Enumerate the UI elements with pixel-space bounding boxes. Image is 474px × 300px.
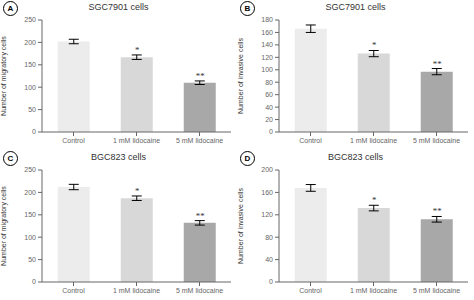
svg-text:Number of invasive cells: Number of invasive cells (237, 188, 244, 264)
svg-text:1 mM lidocaine: 1 mM lidocaine (113, 287, 160, 294)
svg-text:80: 80 (265, 79, 273, 86)
svg-text:80: 80 (265, 234, 273, 241)
svg-text:5 mM lidocaine: 5 mM lidocaine (413, 287, 460, 294)
svg-text:5 mM lidocaine: 5 mM lidocaine (176, 137, 223, 144)
svg-text:*: * (135, 186, 140, 196)
svg-text:Number of migratory cells: Number of migratory cells (8, 36, 9, 116)
html-text:D: D (244, 154, 251, 163)
svg-text:180: 180 (261, 16, 273, 23)
svg-text:120: 120 (261, 211, 273, 218)
svg-text:200: 200 (24, 39, 36, 46)
svg-text:1 mM lidocaine: 1 mM lidocaine (350, 137, 397, 144)
svg-text:160: 160 (261, 189, 273, 196)
svg-text:1 mM lidocaine: 1 mM lidocaine (113, 137, 160, 144)
svg-text:150: 150 (24, 61, 36, 68)
svg-text:**: ** (432, 206, 442, 216)
svg-text:120: 120 (261, 54, 273, 61)
svg-text:*: * (135, 45, 140, 55)
svg-text:*: * (372, 195, 377, 205)
svg-text:Number of invasive cells: Number of invasive cells (237, 38, 244, 114)
svg-text:**: ** (195, 71, 205, 81)
svg-text:Number of migratory cells: Number of migratory cells (8, 186, 9, 266)
html-text:BGC823 cells: BGC823 cells (328, 152, 383, 162)
html-text:B: B (244, 4, 251, 13)
svg-text:250: 250 (24, 166, 36, 173)
svg-text:1 mM lidocaine: 1 mM lidocaine (350, 287, 397, 294)
svg-text:Control: Control (299, 137, 322, 144)
svg-text:250: 250 (24, 16, 36, 23)
svg-text:Control: Control (299, 287, 322, 294)
html-text:A: A (7, 4, 14, 13)
svg-text:0: 0 (32, 128, 36, 135)
svg-text:**: ** (195, 211, 205, 221)
svg-text:40: 40 (265, 256, 273, 263)
svg-text:50: 50 (28, 106, 36, 113)
svg-text:20: 20 (265, 116, 273, 123)
html-text:BGC823 cells: BGC823 cells (91, 152, 146, 162)
svg-text:140: 140 (261, 41, 273, 48)
svg-text:160: 160 (261, 29, 273, 36)
svg-text:40: 40 (265, 104, 273, 111)
svg-text:200: 200 (24, 189, 36, 196)
svg-text:100: 100 (24, 234, 36, 241)
svg-text:100: 100 (261, 66, 273, 73)
svg-text:*: * (372, 40, 377, 50)
svg-text:0: 0 (32, 278, 36, 285)
svg-text:200: 200 (261, 166, 273, 173)
svg-text:0: 0 (269, 128, 273, 135)
html-text:C: C (7, 154, 14, 163)
svg-text:50: 50 (28, 256, 36, 263)
html-text:SGC7901 cells: SGC7901 cells (325, 2, 386, 12)
svg-text:0: 0 (269, 278, 273, 285)
svg-text:5 mM lidocaine: 5 mM lidocaine (176, 287, 223, 294)
html-text:SGC7901 cells: SGC7901 cells (88, 2, 149, 12)
svg-text:5 mM lidocaine: 5 mM lidocaine (413, 137, 460, 144)
svg-text:**: ** (432, 59, 442, 69)
svg-text:150: 150 (24, 211, 36, 218)
svg-text:60: 60 (265, 91, 273, 98)
svg-text:Control: Control (62, 287, 85, 294)
svg-text:100: 100 (24, 84, 36, 91)
svg-text:Control: Control (62, 137, 85, 144)
